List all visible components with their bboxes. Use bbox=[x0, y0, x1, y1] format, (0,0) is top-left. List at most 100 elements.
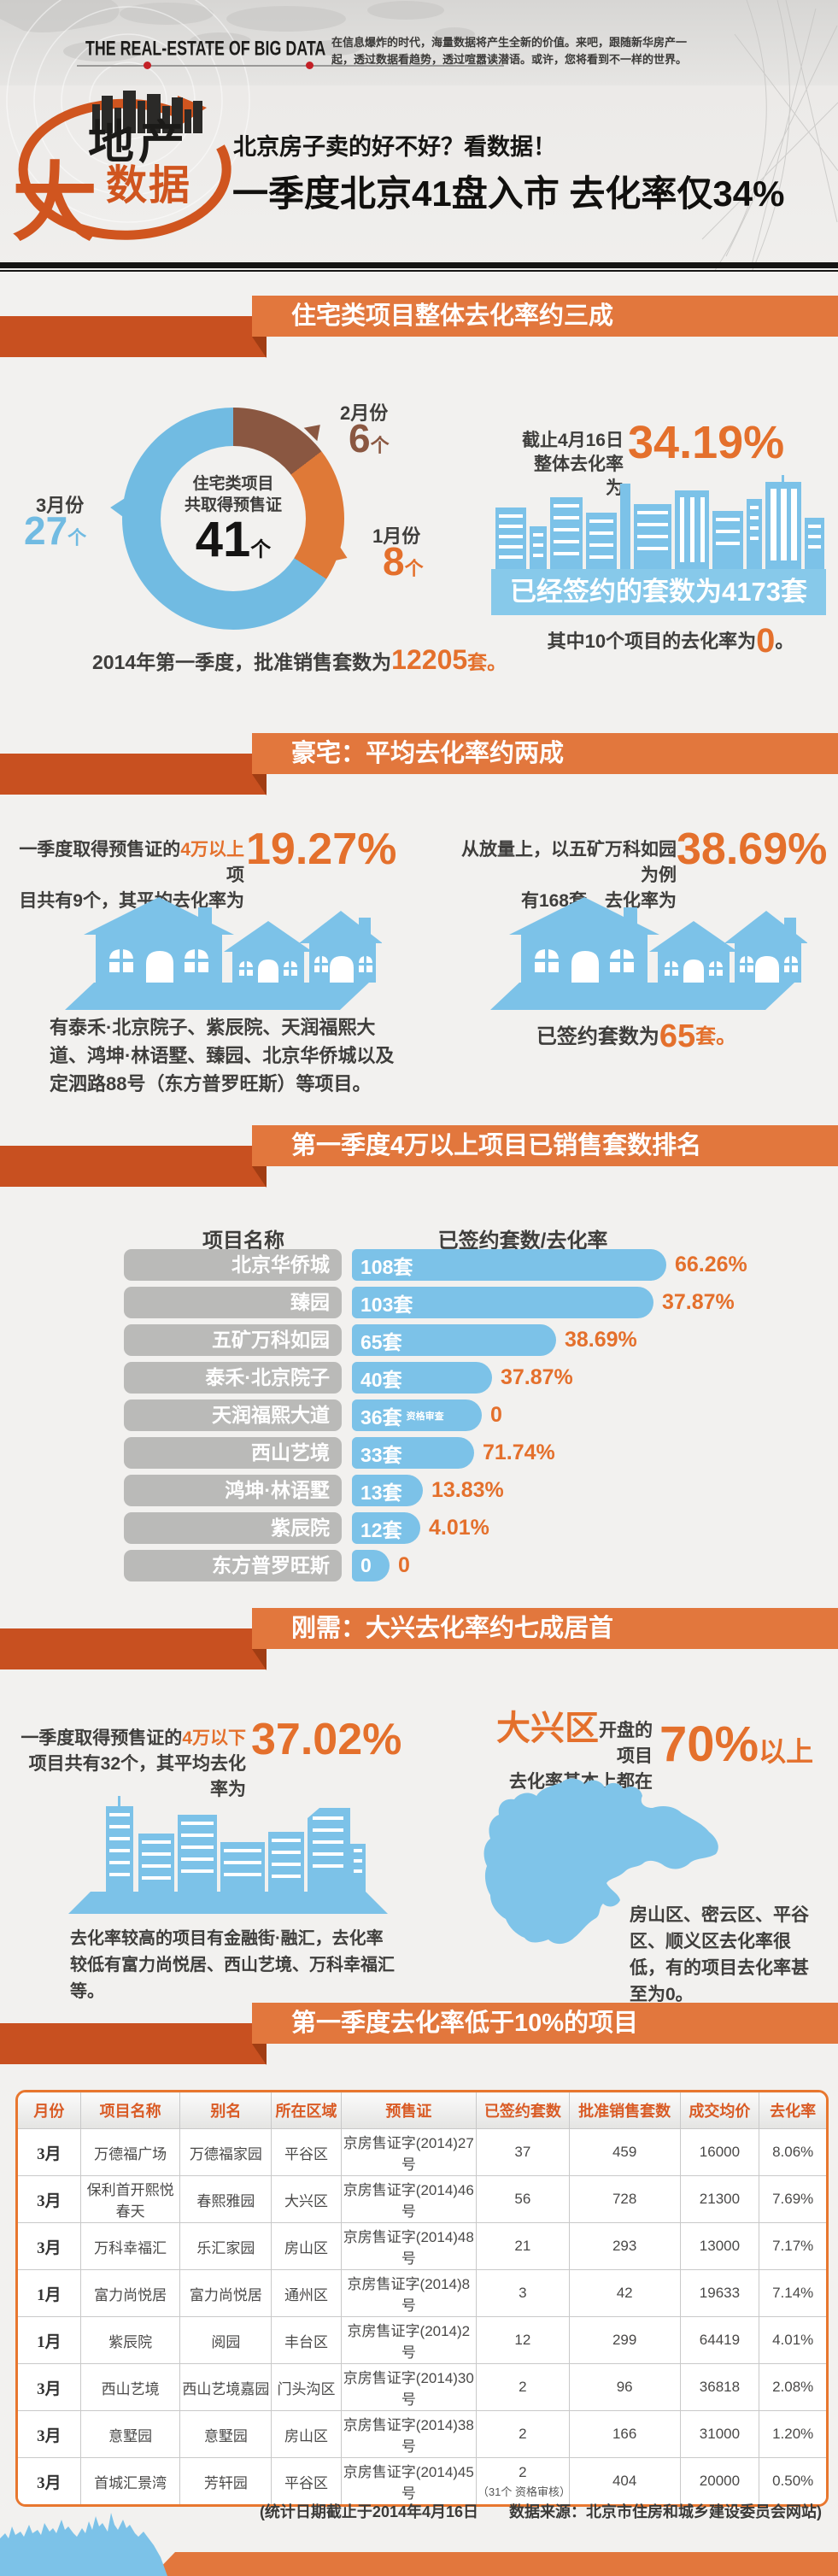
table-cell: 紫辰院 bbox=[79, 2316, 181, 2364]
table-cell: 房山区 bbox=[271, 2410, 342, 2458]
table-row: 3月 万科幸福汇 乐汇家园 房山区 京房售证字(2014)48号 21 293 13000 7.… bbox=[18, 2222, 826, 2270]
logo-word-shuju: 数据 bbox=[106, 163, 192, 208]
table-cell: 西山艺境 bbox=[79, 2363, 181, 2411]
bar-note: 资格审查 bbox=[406, 1411, 444, 1422]
bar-rate: 4.01% bbox=[429, 1516, 489, 1540]
bar-count: 40套 bbox=[360, 1368, 402, 1391]
red-dot-left bbox=[144, 62, 151, 69]
bar: 40套 bbox=[352, 1362, 492, 1394]
table-cell: 2 （31个 资格审核） bbox=[475, 2457, 571, 2504]
table-cell: 36818 bbox=[679, 2363, 760, 2411]
table-cell: 21 bbox=[475, 2222, 570, 2270]
bar-count: 103套 bbox=[360, 1293, 413, 1316]
table-cell: 293 bbox=[568, 2222, 681, 2270]
bar-row: 泰禾·北京院子 40套 37.87% bbox=[0, 1362, 573, 1394]
table-cell-note: （31个 资格审核） bbox=[477, 2485, 571, 2498]
table-cell: 459 bbox=[568, 2128, 681, 2176]
low-rate-table-wrapper: 月份 项目名称 别名 所在区域 预售证 已签约套数 批准销售套数 成交均价 去化率 3月 万德福广… bbox=[15, 2090, 829, 2507]
bottom-decoration bbox=[0, 2513, 838, 2576]
hero-title: 一季度北京41盘入市 去化率仅34% bbox=[232, 173, 785, 214]
table-row: 3月 万德福广场 万德福家园 平谷区 京房售证字(2014)27号 37 459 16000 8… bbox=[18, 2128, 826, 2176]
ruyuan-signed-line: 已签约套数为65套。 bbox=[536, 1018, 737, 1054]
table-header-cell: 所在区域 bbox=[271, 2092, 342, 2129]
bar-row-label: 紫辰院 bbox=[124, 1512, 342, 1544]
ribbon-dark-band bbox=[0, 1628, 267, 1669]
table-cell: 3月 bbox=[18, 2410, 81, 2458]
table-cell: 1月 bbox=[18, 2316, 81, 2364]
table-cell: 京房售证字(2014)2号 bbox=[340, 2316, 477, 2364]
bar-rate: 13.83% bbox=[431, 1478, 504, 1502]
table-cell: 7.69% bbox=[759, 2175, 826, 2223]
donut-pointer-jan bbox=[331, 543, 351, 567]
donut-pointer-feb bbox=[303, 418, 327, 442]
bar-row-label: 东方普罗旺斯 bbox=[124, 1550, 342, 1581]
zero-rate-line: 其中10个项目的去化率为0。 bbox=[547, 622, 794, 660]
bar-row: 鸿坤·林语墅 13套 13.83% bbox=[0, 1475, 504, 1506]
table-cell: 万科幸福汇 bbox=[79, 2222, 181, 2270]
table-cell: 京房售证字(2014)30号 bbox=[340, 2363, 477, 2411]
bar-row-label: 西山艺境 bbox=[124, 1437, 342, 1469]
table-body: 3月 万德福广场 万德福家园 平谷区 京房售证字(2014)27号 37 459 16000 8… bbox=[18, 2128, 826, 2504]
table-cell: 12 bbox=[475, 2316, 570, 2364]
beijing-map-illustration bbox=[483, 1778, 718, 1945]
table-header-cell: 项目名称 bbox=[79, 2092, 181, 2129]
table-cell: 富力尚悦居 bbox=[179, 2269, 272, 2317]
divider-thin bbox=[0, 270, 838, 272]
bar-count: 13套 bbox=[360, 1481, 402, 1504]
bar-row-label: 北京华侨城 bbox=[124, 1249, 342, 1281]
bar: 108套 bbox=[352, 1249, 666, 1281]
table-cell: 7.14% bbox=[759, 2269, 826, 2317]
overall-rate-value: 34.19% bbox=[628, 417, 785, 468]
table-header-cell: 成交均价 bbox=[679, 2092, 760, 2129]
bar: 0 bbox=[352, 1550, 390, 1581]
table-cell: 96 bbox=[568, 2363, 681, 2411]
table-cell: 4.01% bbox=[759, 2316, 826, 2364]
approved-units-line: 2014年第一季度，批准销售套数为12205套。 bbox=[92, 644, 507, 675]
table-cell: 166 bbox=[568, 2410, 681, 2458]
intro-line-1: 在信息爆炸的时代，海量数据将产生全新的价值。来吧，跟随新华房产一 bbox=[331, 36, 688, 49]
table-cell: 19633 bbox=[679, 2269, 760, 2317]
table-cell: 阅园 bbox=[179, 2316, 272, 2364]
mass-avg-rate: 37.02% bbox=[251, 1715, 402, 1764]
intro-line-2: 起，透过数据看趋势，透过喧嚣读潜语。或许，您将看到不一样的世界。 bbox=[331, 53, 688, 66]
table-cell: 64419 bbox=[679, 2316, 760, 2364]
english-masthead: THE REAL-ESTATE OF BIG DATA bbox=[85, 38, 326, 61]
table-cell: 3月 bbox=[18, 2363, 81, 2411]
table-cell: 7.17% bbox=[759, 2222, 826, 2270]
table-row: 1月 富力尚悦居 富力尚悦居 通州区 京房售证字(2014)8号 3 42 19633 7.14… bbox=[18, 2269, 826, 2317]
table-row: 3月 意墅园 意墅园 房山区 京房售证字(2014)38号 2 166 31000 1.20% bbox=[18, 2410, 826, 2458]
section4-ribbon: 刚需：大兴去化率约七成居首 bbox=[0, 1608, 838, 1690]
table-cell: 299 bbox=[568, 2316, 681, 2364]
table-cell: 大兴区 bbox=[271, 2175, 342, 2223]
luxury-projects-note: 有泰禾·北京院子、紫辰院、天润福熙大道、鸿坤·林语墅、臻园、北京华侨城以及定泗路… bbox=[50, 1017, 395, 1094]
jan-value: 8个 bbox=[383, 539, 424, 584]
bar: 36套 资格审查 bbox=[352, 1399, 482, 1431]
donut-center-line1: 住宅类项目 bbox=[192, 475, 274, 493]
table-cell: 意墅园 bbox=[79, 2410, 181, 2458]
feb-label: 2月份 bbox=[340, 402, 389, 424]
bar-rate: 71.74% bbox=[483, 1441, 555, 1464]
section3-ribbon: 第一季度4万以上项目已销售套数排名 bbox=[0, 1125, 838, 1207]
bar-rate: 66.26% bbox=[675, 1253, 747, 1276]
table-cell: 万德福家园 bbox=[179, 2128, 272, 2176]
bar-count: 0 bbox=[360, 1554, 372, 1576]
section5-header: 第一季度去化率低于10%的项目 bbox=[252, 2003, 838, 2044]
table-header-cell: 去化率 bbox=[759, 2092, 826, 2129]
table-row: 1月 紫辰院 阅园 丰台区 京房售证字(2014)2号 12 299 64419 4.01% bbox=[18, 2316, 826, 2364]
masthead-underline bbox=[77, 65, 504, 67]
table-cell: 富力尚悦居 bbox=[79, 2269, 181, 2317]
bar: 65套 bbox=[352, 1324, 556, 1356]
logo-word-dichan: 地产 bbox=[88, 117, 189, 168]
table-cell: 42 bbox=[568, 2269, 681, 2317]
ruyuan-rate: 38.69% bbox=[677, 824, 828, 874]
table-cell: 首城汇景湾 bbox=[79, 2457, 181, 2504]
low-rate-table: 月份 项目名称 别名 所在区域 预售证 已签约套数 批准销售套数 成交均价 去化率 3月 万德福广… bbox=[18, 2092, 826, 2504]
table-cell: 3月 bbox=[18, 2175, 81, 2223]
world-map-decoration bbox=[0, 0, 838, 272]
table-header-row: 月份 项目名称 别名 所在区域 预售证 已签约套数 批准销售套数 成交均价 去化率 bbox=[18, 2092, 826, 2129]
table-cell: 56 bbox=[475, 2175, 570, 2223]
bar-row: 北京华侨城 108套 66.26% bbox=[0, 1249, 747, 1281]
ribbon-dark-band bbox=[0, 1146, 267, 1187]
jan-label: 1月份 bbox=[372, 525, 421, 547]
